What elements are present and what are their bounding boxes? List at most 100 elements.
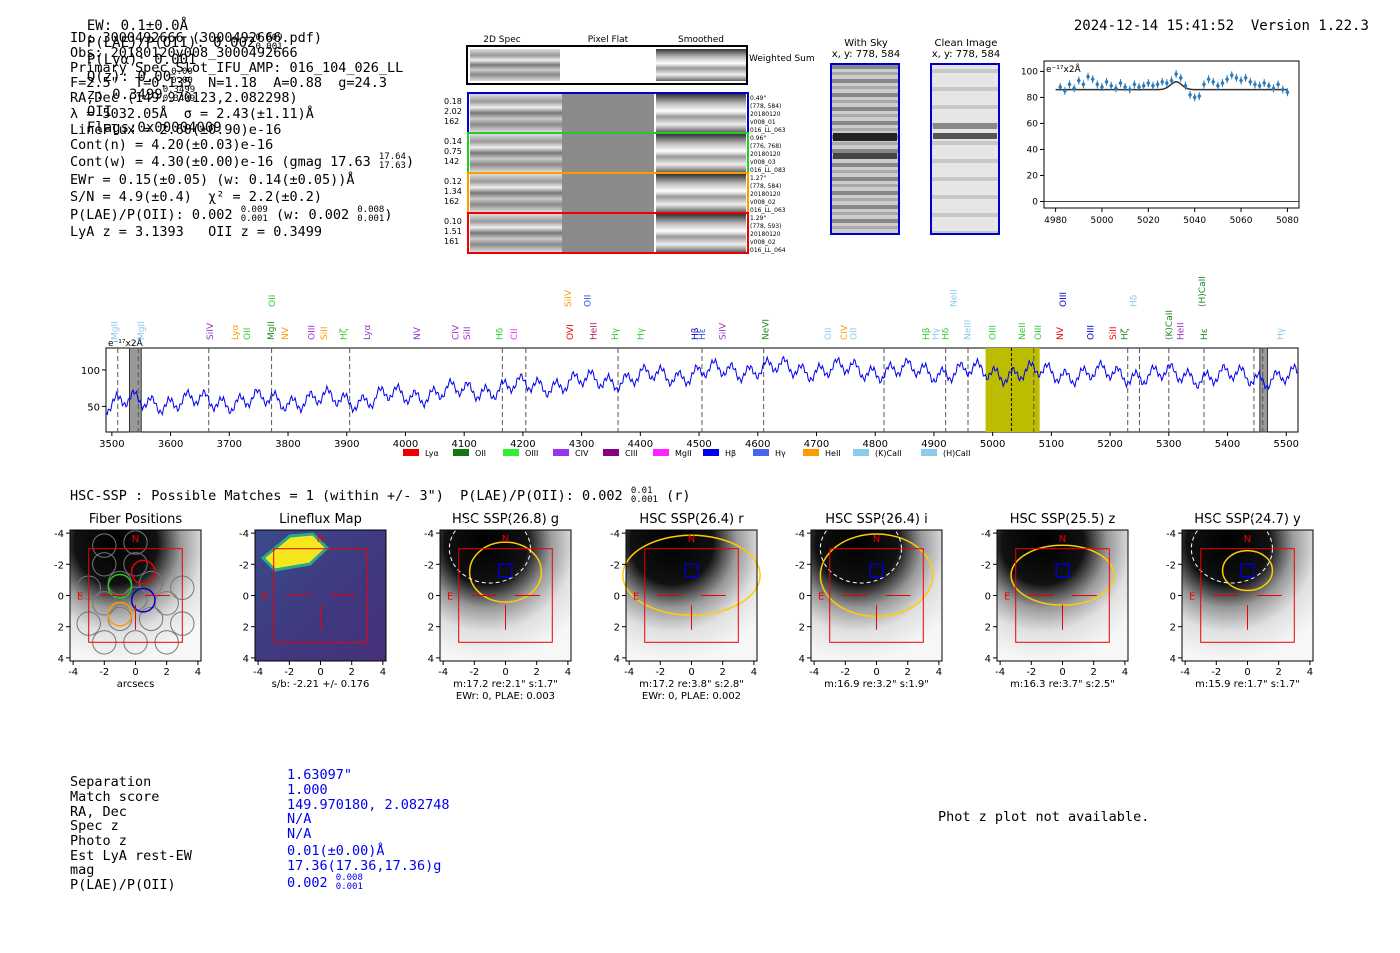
match-label: Separation <box>70 774 152 790</box>
header-z-lo: 0.3499 <box>162 94 196 104</box>
legend-swatch <box>803 449 819 456</box>
fit-point <box>1067 81 1072 88</box>
spec-line-label: MgII <box>137 321 147 340</box>
hsc-ytick-label: -4 <box>54 529 64 540</box>
spec-line-label: OIII <box>1059 292 1069 307</box>
fit-point <box>1215 82 1220 89</box>
fit-xtick-label: 5060 <box>1230 216 1253 226</box>
legend-label: MgII <box>675 449 692 458</box>
with-sky-label: With Sky <box>844 38 888 49</box>
spec-line-label: Hζ <box>340 328 350 340</box>
match-score: 1.000 <box>287 782 328 798</box>
match-label: Match score <box>70 789 160 805</box>
header-qz-lo: 0.00 <box>171 76 193 86</box>
hsc-ytick-label: 4 <box>58 654 64 665</box>
info-plae-hi: 0.009 <box>240 205 268 215</box>
match-ew: 0.01(±0.00)Å <box>287 843 385 859</box>
with-sky-line2 <box>833 153 897 159</box>
weighted-label: Weighted Sum <box>749 54 815 64</box>
hsc-north-label: N <box>502 534 509 545</box>
fit-point <box>1280 86 1285 93</box>
spec-masked-region <box>128 347 142 433</box>
spec-xtick-label: 4300 <box>569 439 594 450</box>
info-sn: S/N = 4.9(±0.4) χ² = 2.2(±0.2) <box>70 189 322 205</box>
hsc-ytick-label: -4 <box>239 529 249 540</box>
hsc-xtick-label: -2 <box>284 667 294 678</box>
fit-point <box>1109 82 1114 89</box>
hsc-xtick-label: -4 <box>1180 667 1190 678</box>
hsc-ifu-box <box>458 548 553 643</box>
fit-xtick-label: 5080 <box>1276 216 1299 226</box>
info-plae: P(LAE)/P(OII): 0.002 <box>70 207 233 223</box>
cutout-note: 1.29" <box>750 215 766 222</box>
cutout-note: (778, 584) <box>750 183 781 190</box>
sky-clean-images <box>830 63 1000 235</box>
hsc-xtick-label: -2 <box>840 667 850 678</box>
info-plae-w-hi: 0.008 <box>357 205 385 215</box>
spec-xtick-label: 3800 <box>275 439 300 450</box>
spec-line-label: OIII <box>1034 325 1044 340</box>
hsc-ifu-box <box>644 548 739 643</box>
spec-line-label: HeII <box>1176 322 1186 340</box>
fit-ytick-label: 40 <box>1027 145 1039 155</box>
hsc-ifu-box <box>1015 548 1110 643</box>
hsc-xtick-label: 4 <box>195 667 201 678</box>
cutout-row-b: 1.34 <box>444 187 462 196</box>
info-contw-hi: 17.64 <box>378 152 406 162</box>
hsc-xtick-label: 0 <box>502 667 508 678</box>
fit-point <box>1183 82 1188 89</box>
hsc-xtick-label: -4 <box>438 667 448 678</box>
header-plae: P(LAE)/P(OII): 0.002 <box>86 35 256 51</box>
spec-xtick-label: 5200 <box>1097 439 1122 450</box>
legend-swatch <box>503 449 519 456</box>
hsc-ifu-box <box>829 548 924 643</box>
hsc-title: HSC-SSP : Possible Matches = 1 (within +… <box>70 487 690 505</box>
hsc-ytick-label: 0 <box>799 592 805 603</box>
cutout-row-c: 162 <box>444 197 459 206</box>
hsc-ytick-label: 2 <box>428 623 434 634</box>
spec-xtick-label: 3500 <box>99 439 124 450</box>
fit-point <box>1141 82 1146 89</box>
hsc-north-label: N <box>317 534 324 545</box>
hsc-panel-title: HSC SSP(25.5) z <box>1010 512 1116 527</box>
legend-label: Lyα <box>425 449 439 458</box>
cutout-note: v008_01 <box>750 119 776 126</box>
spec-line-label: SiIV <box>206 322 216 340</box>
hsc-xtick-label: -4 <box>68 667 78 678</box>
spec-line-label: OII <box>824 328 834 340</box>
fit-point <box>1146 80 1151 87</box>
spec-line-label: Hδ <box>495 327 505 340</box>
hsc-east-label: E <box>77 592 83 603</box>
hsc-match-box <box>684 563 699 578</box>
info-plae-w: (w: 0.002 <box>275 207 350 223</box>
hsc-xtick-label: -4 <box>624 667 634 678</box>
cutout-col-flat: Pixel Flat <box>588 35 629 45</box>
fit-point <box>1160 78 1165 85</box>
cutout-note: 0.96" <box>750 135 766 142</box>
fit-point <box>1076 77 1081 84</box>
fiber-circle <box>123 552 148 577</box>
match-label: Est LyA rest-EW <box>70 848 192 864</box>
hsc-xtick-label: 4 <box>1307 667 1313 678</box>
fit-point <box>1239 77 1244 84</box>
hsc-xtick-label: -2 <box>99 667 109 678</box>
spec-xtick-label: 4000 <box>393 439 418 450</box>
fit-point <box>1137 84 1142 91</box>
fit-point <box>1062 87 1067 94</box>
legend-label: (K)CaII <box>875 449 902 458</box>
hsc-xtick-label: -4 <box>253 667 263 678</box>
hsc-ytick-label: -4 <box>1166 529 1176 540</box>
cutout-frame <box>467 212 749 254</box>
legend-swatch <box>453 449 469 456</box>
spec-line-label: OII <box>583 295 593 307</box>
spec-line-label: OII <box>268 295 278 307</box>
hsc-north-label: N <box>1244 534 1251 545</box>
hsc-xtick-label: -2 <box>1026 667 1036 678</box>
hsc-xtick-label: 4 <box>751 667 757 678</box>
hsc-image <box>1182 530 1313 661</box>
hsc-east-label: E <box>818 592 824 603</box>
fit-ytick-label: 20 <box>1027 171 1039 181</box>
spec-line-label: MgII <box>267 321 277 340</box>
header-flags: Flags:0x00004009 <box>86 120 222 136</box>
hsc-caption: s/b: -2.21 +/- 0.176 <box>272 679 370 690</box>
